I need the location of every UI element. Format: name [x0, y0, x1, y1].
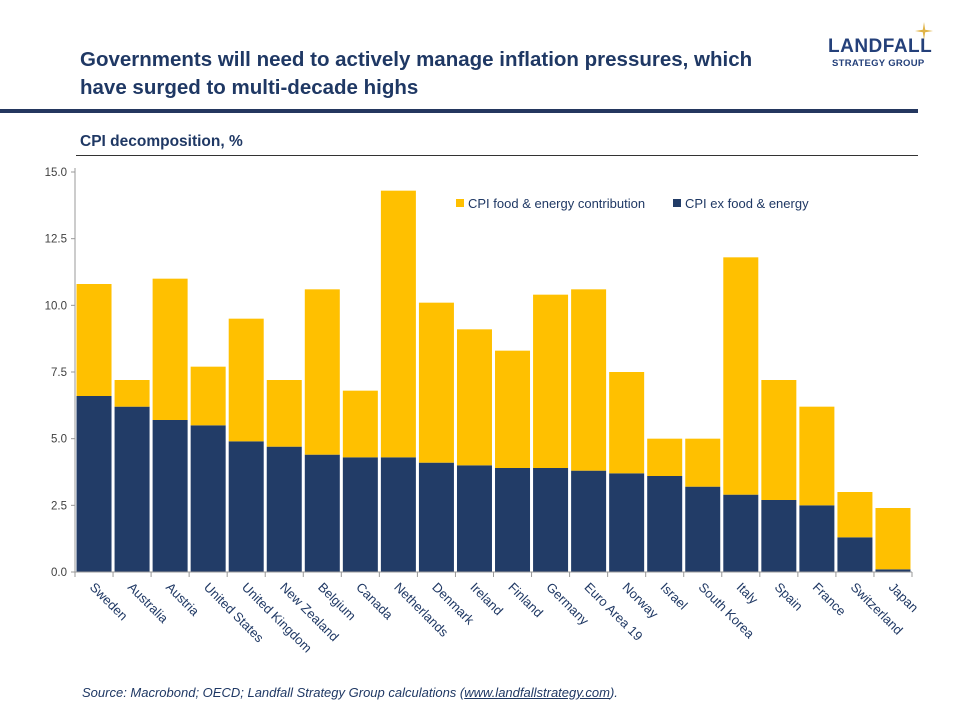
bar-ex-food-energy: [380, 457, 416, 572]
bar-food-energy: [456, 329, 492, 466]
header-divider: [0, 109, 918, 113]
landfall-logo: LANDFALL STRATEGY GROUP: [826, 22, 936, 76]
bar-food-energy: [495, 350, 531, 468]
bar-food-energy: [571, 289, 607, 471]
y-tick-label: 10.0: [45, 300, 67, 312]
logo-wordmark: LANDFALL: [828, 36, 933, 57]
bar-food-energy: [152, 278, 188, 420]
bar-food-energy: [533, 294, 569, 468]
logo-tagline: STRATEGY GROUP: [832, 58, 925, 69]
bar-ex-food-energy: [228, 441, 264, 572]
stacked-bar-chart: 0.02.55.07.510.012.515.0SwedenAustraliaA…: [45, 167, 922, 656]
bar-ex-food-energy: [723, 494, 759, 572]
bar-ex-food-energy: [266, 446, 302, 572]
bar-food-energy: [304, 289, 340, 455]
y-tick-label: 15.0: [45, 167, 67, 179]
legend-swatch: [456, 199, 464, 207]
source-note: Source: Macrobond; OECD; Landfall Strate…: [82, 685, 618, 700]
legend-label: CPI food & energy contribution: [468, 196, 645, 211]
x-tick-label: Israel: [658, 580, 691, 613]
x-tick-label: Italy: [734, 580, 762, 608]
bar-food-energy: [418, 302, 454, 463]
chart-title-underline: [76, 155, 918, 156]
bar-ex-food-energy: [837, 537, 873, 572]
bar-food-energy: [266, 380, 302, 447]
bar-food-energy: [380, 190, 416, 458]
chart-title: CPI decomposition, %: [80, 133, 243, 150]
bar-ex-food-energy: [76, 396, 112, 572]
bar-ex-food-energy: [418, 462, 454, 572]
source-link[interactable]: www.landfallstrategy.com: [464, 685, 610, 700]
y-tick-label: 5.0: [51, 434, 67, 446]
bar-ex-food-energy: [647, 476, 683, 572]
bar-ex-food-energy: [875, 569, 911, 572]
bar-food-energy: [342, 390, 378, 458]
bar-ex-food-energy: [304, 454, 340, 572]
bar-ex-food-energy: [571, 470, 607, 572]
bar-food-energy: [76, 284, 112, 396]
bar-ex-food-energy: [799, 505, 835, 572]
legend-swatch: [673, 199, 681, 207]
x-tick-label: Sweden: [87, 580, 131, 624]
bar-food-energy: [685, 438, 721, 487]
y-tick-label: 0.0: [51, 567, 67, 579]
bar-food-energy: [875, 508, 911, 570]
bar-food-energy: [114, 380, 150, 407]
bar-ex-food-energy: [495, 468, 531, 572]
bar-food-energy: [228, 318, 264, 442]
bar-ex-food-energy: [609, 473, 645, 572]
bar-food-energy: [609, 372, 645, 474]
bar-food-energy: [723, 257, 759, 495]
bar-ex-food-energy: [114, 406, 150, 572]
x-tick-label: Japan: [886, 580, 922, 616]
star-icon: [915, 22, 933, 40]
y-tick-label: 2.5: [51, 500, 67, 512]
legend-label: CPI ex food & energy: [685, 196, 809, 211]
bar-food-energy: [190, 366, 226, 426]
bar-ex-food-energy: [761, 500, 797, 572]
x-tick-label: Finland: [505, 580, 546, 621]
bar-food-energy: [647, 438, 683, 476]
x-tick-label: France: [810, 580, 849, 619]
source-text: Source: Macrobond; OECD; Landfall Strate…: [82, 685, 465, 700]
bar-ex-food-energy: [342, 457, 378, 572]
x-tick-label: Spain: [772, 580, 806, 614]
y-tick-label: 7.5: [51, 367, 67, 379]
page-title: Governments will need to actively manage…: [80, 48, 753, 99]
x-tick-label: Australia: [125, 580, 172, 627]
bar-ex-food-energy: [685, 486, 721, 572]
bar-food-energy: [837, 492, 873, 538]
source-suffix: ).: [609, 685, 618, 700]
y-tick-label: 12.5: [45, 234, 67, 246]
x-tick-label: Canada: [353, 580, 396, 623]
bar-food-energy: [799, 406, 835, 506]
bar-ex-food-energy: [190, 425, 226, 572]
bar-ex-food-energy: [456, 465, 492, 572]
bar-food-energy: [761, 380, 797, 500]
bar-ex-food-energy: [152, 420, 188, 572]
bar-ex-food-energy: [533, 468, 569, 572]
